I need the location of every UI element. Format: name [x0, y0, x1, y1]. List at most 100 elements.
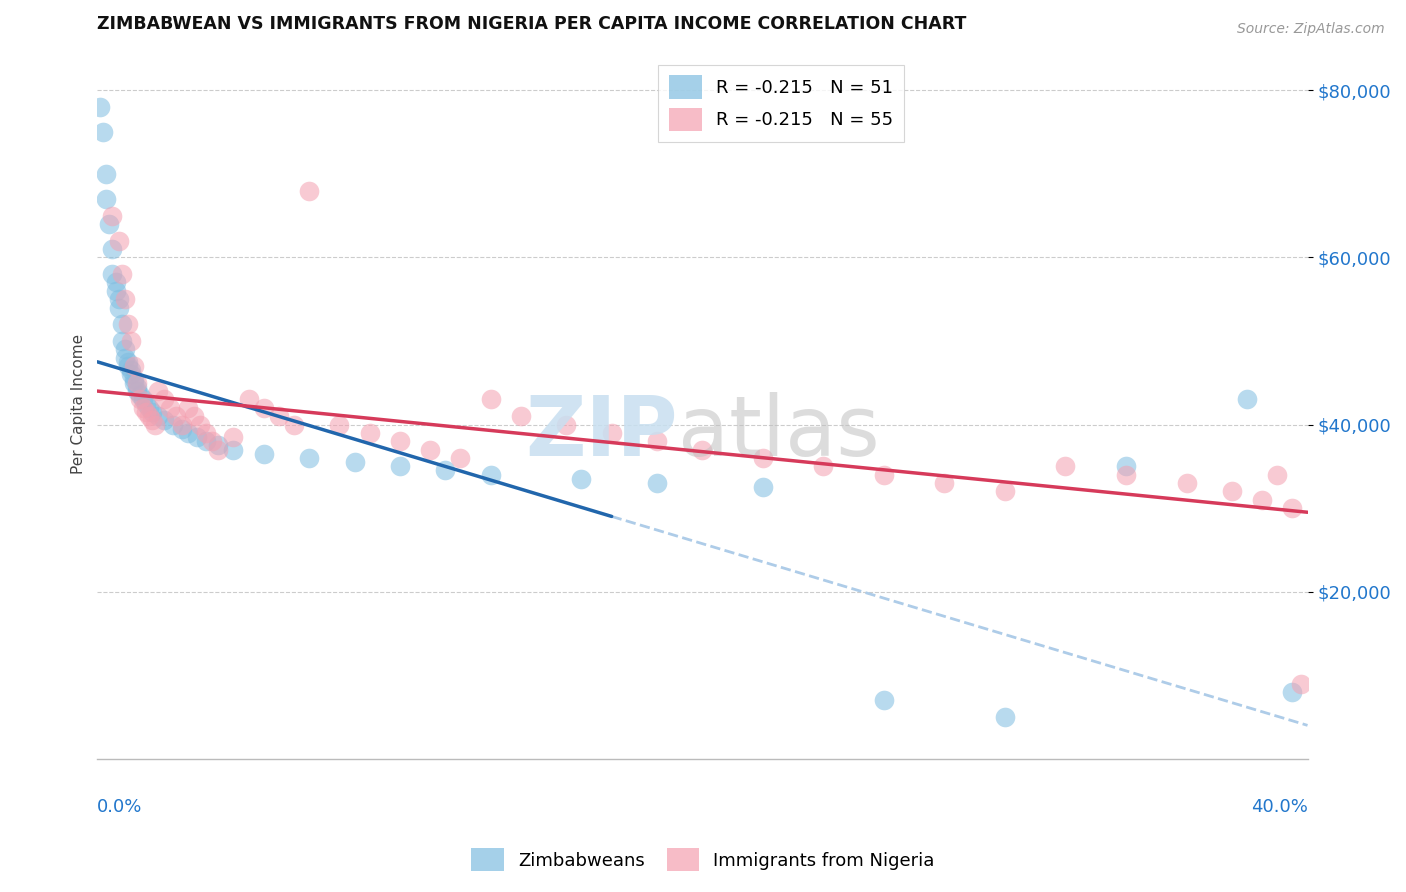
Point	[141, 405, 163, 419]
Point	[170, 417, 193, 432]
Point	[645, 475, 668, 490]
Point	[434, 463, 457, 477]
Point	[159, 401, 181, 415]
Point	[186, 430, 208, 444]
Point	[752, 480, 775, 494]
Point	[509, 409, 531, 424]
Point	[138, 409, 160, 424]
Point	[114, 343, 136, 357]
Point	[1236, 392, 1258, 407]
Point	[813, 459, 835, 474]
Point	[419, 442, 441, 457]
Point	[238, 392, 260, 407]
Point	[253, 401, 276, 415]
Point	[170, 422, 193, 436]
Point	[1251, 492, 1274, 507]
Point	[298, 450, 321, 465]
Point	[143, 417, 166, 432]
Point	[146, 384, 169, 398]
Point	[195, 425, 218, 440]
Point	[110, 267, 132, 281]
Point	[110, 317, 132, 331]
Point	[101, 267, 124, 281]
Point	[555, 417, 578, 432]
Point	[162, 417, 184, 432]
Point	[388, 459, 411, 474]
Point	[359, 425, 381, 440]
Point	[994, 710, 1017, 724]
Point	[253, 447, 276, 461]
Point	[188, 417, 211, 432]
Point	[177, 401, 200, 415]
Point	[114, 351, 136, 365]
Point	[122, 371, 145, 385]
Point	[177, 425, 200, 440]
Point	[283, 417, 305, 432]
Point	[138, 401, 160, 415]
Point	[1291, 676, 1313, 690]
Point	[120, 334, 142, 348]
Point	[153, 392, 176, 407]
Point	[479, 467, 502, 482]
Point	[207, 442, 229, 457]
Point	[201, 434, 224, 449]
Point	[1265, 467, 1288, 482]
Point	[128, 392, 150, 407]
Point	[117, 317, 139, 331]
Point	[183, 409, 205, 424]
Point	[110, 334, 132, 348]
Point	[153, 413, 176, 427]
Point	[135, 396, 157, 410]
Point	[222, 430, 245, 444]
Text: ZIP: ZIP	[526, 392, 678, 473]
Point	[107, 292, 129, 306]
Point	[343, 455, 366, 469]
Point	[135, 405, 157, 419]
Point	[1115, 467, 1137, 482]
Point	[125, 384, 148, 398]
Point	[93, 125, 115, 139]
Point	[600, 425, 623, 440]
Point	[165, 409, 187, 424]
Point	[125, 376, 148, 390]
Point	[122, 376, 145, 390]
Legend: Zimbabweans, Immigrants from Nigeria: Zimbabweans, Immigrants from Nigeria	[464, 841, 942, 879]
Point	[222, 442, 245, 457]
Point	[125, 380, 148, 394]
Point	[328, 417, 350, 432]
Point	[117, 359, 139, 373]
Text: atlas: atlas	[678, 392, 880, 473]
Point	[692, 442, 714, 457]
Point	[101, 209, 124, 223]
Y-axis label: Per Capita Income: Per Capita Income	[72, 334, 86, 474]
Point	[1281, 501, 1303, 516]
Point	[104, 276, 127, 290]
Point	[873, 467, 896, 482]
Point	[752, 450, 775, 465]
Point	[104, 284, 127, 298]
Text: 0.0%: 0.0%	[97, 797, 143, 816]
Point	[117, 355, 139, 369]
Point	[132, 392, 155, 407]
Point	[449, 450, 471, 465]
Point	[1220, 484, 1243, 499]
Point	[122, 359, 145, 373]
Point	[96, 192, 118, 206]
Point	[934, 475, 956, 490]
Point	[1115, 459, 1137, 474]
Point	[141, 413, 163, 427]
Point	[98, 217, 121, 231]
Point	[89, 100, 111, 114]
Point	[146, 409, 169, 424]
Point	[120, 363, 142, 377]
Text: Source: ZipAtlas.com: Source: ZipAtlas.com	[1237, 22, 1385, 37]
Point	[571, 472, 593, 486]
Point	[1175, 475, 1198, 490]
Point	[1281, 685, 1303, 699]
Point	[120, 368, 142, 382]
Point	[645, 434, 668, 449]
Point	[132, 401, 155, 415]
Point	[388, 434, 411, 449]
Point	[114, 292, 136, 306]
Point	[96, 167, 118, 181]
